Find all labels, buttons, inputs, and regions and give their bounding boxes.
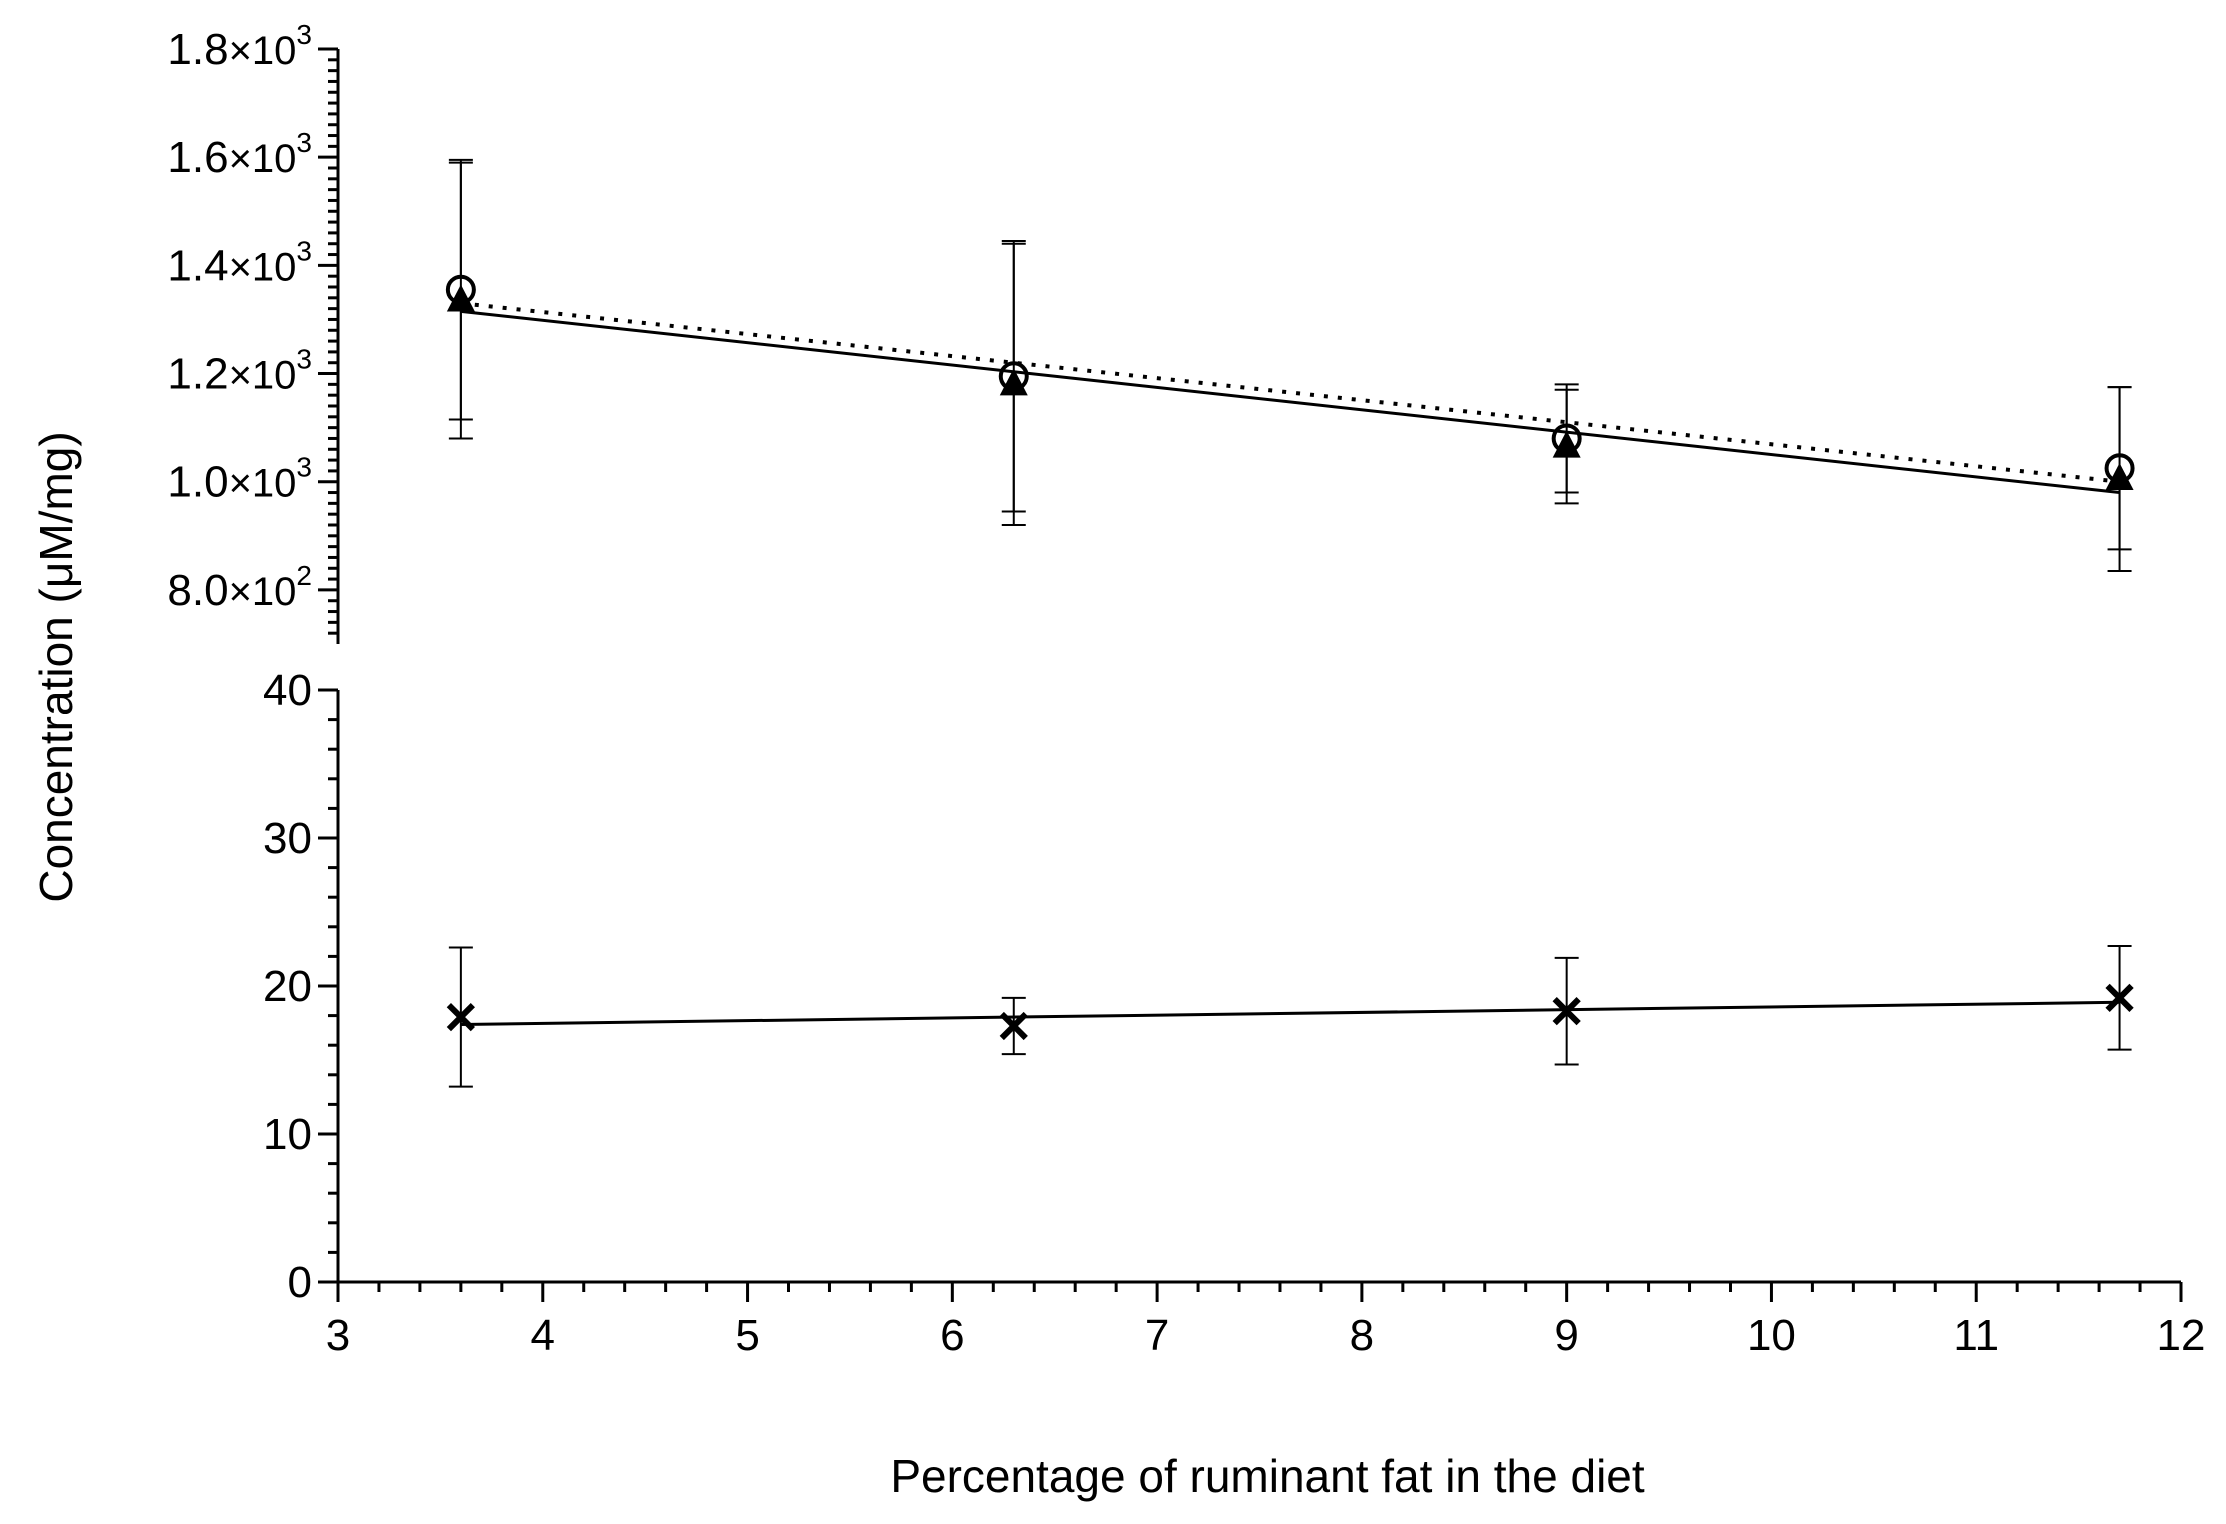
y-upper-tick-label: 8.0×102 — [167, 560, 312, 615]
x-tick-label: 10 — [1747, 1311, 1796, 1360]
y-upper-tick-label: 1.2×103 — [167, 344, 312, 399]
y-lower-tick-label: 40 — [263, 666, 312, 715]
series-x — [446, 945, 2134, 1088]
x-tick-label: 3 — [326, 1311, 350, 1360]
x-tick-label: 7 — [1145, 1311, 1169, 1360]
data-point-x — [999, 1011, 1028, 1041]
y-lower-tick-label: 0 — [288, 1258, 312, 1307]
y-axis-title: Concentration (μM/mg) — [30, 431, 82, 902]
x-tick-label: 8 — [1350, 1311, 1374, 1360]
data-point-triangle — [1552, 430, 1581, 458]
x-tick-label: 12 — [2157, 1311, 2206, 1360]
y-lower-tick-label: 10 — [263, 1110, 312, 1159]
x-tick-label: 5 — [735, 1311, 759, 1360]
y-lower-tick-label: 30 — [263, 814, 312, 863]
x-axis-title: Percentage of ruminant fat in the diet — [890, 1450, 1645, 1502]
y-upper-tick-label: 1.6×103 — [167, 127, 312, 182]
data-point-triangle — [2105, 463, 2134, 491]
data-point-triangle — [446, 284, 475, 312]
ticks: 3 4 5 6 7 8 9 10 11 12 8.0×102 1.0×103 1.2×103 1.4×10… — [167, 19, 2205, 1360]
data-point-triangle — [999, 368, 1028, 396]
y-lower-tick-label: 20 — [263, 962, 312, 1011]
data-point-x — [446, 1002, 475, 1032]
y-upper-tick-label: 1.0×103 — [167, 452, 312, 507]
series-open-circle — [445, 158, 2135, 551]
x-tick-label: 4 — [531, 1311, 555, 1360]
data-point-x — [1552, 997, 1581, 1026]
y-upper-tick-label: 1.4×103 — [167, 235, 312, 290]
plot-area — [445, 158, 2135, 1088]
fit-line — [460, 1000, 2120, 1026]
fit-line — [460, 301, 2120, 484]
x-tick-label: 6 — [940, 1311, 964, 1360]
y-upper-tick-label: 1.8×103 — [167, 19, 312, 74]
axes — [336, 49, 2181, 1284]
x-tick-label: 11 — [1953, 1311, 1999, 1360]
series-filled-triangle — [446, 161, 2134, 572]
data-point-x — [2105, 983, 2134, 1012]
fit-line — [460, 309, 2120, 495]
x-tick-label: 9 — [1554, 1311, 1578, 1360]
